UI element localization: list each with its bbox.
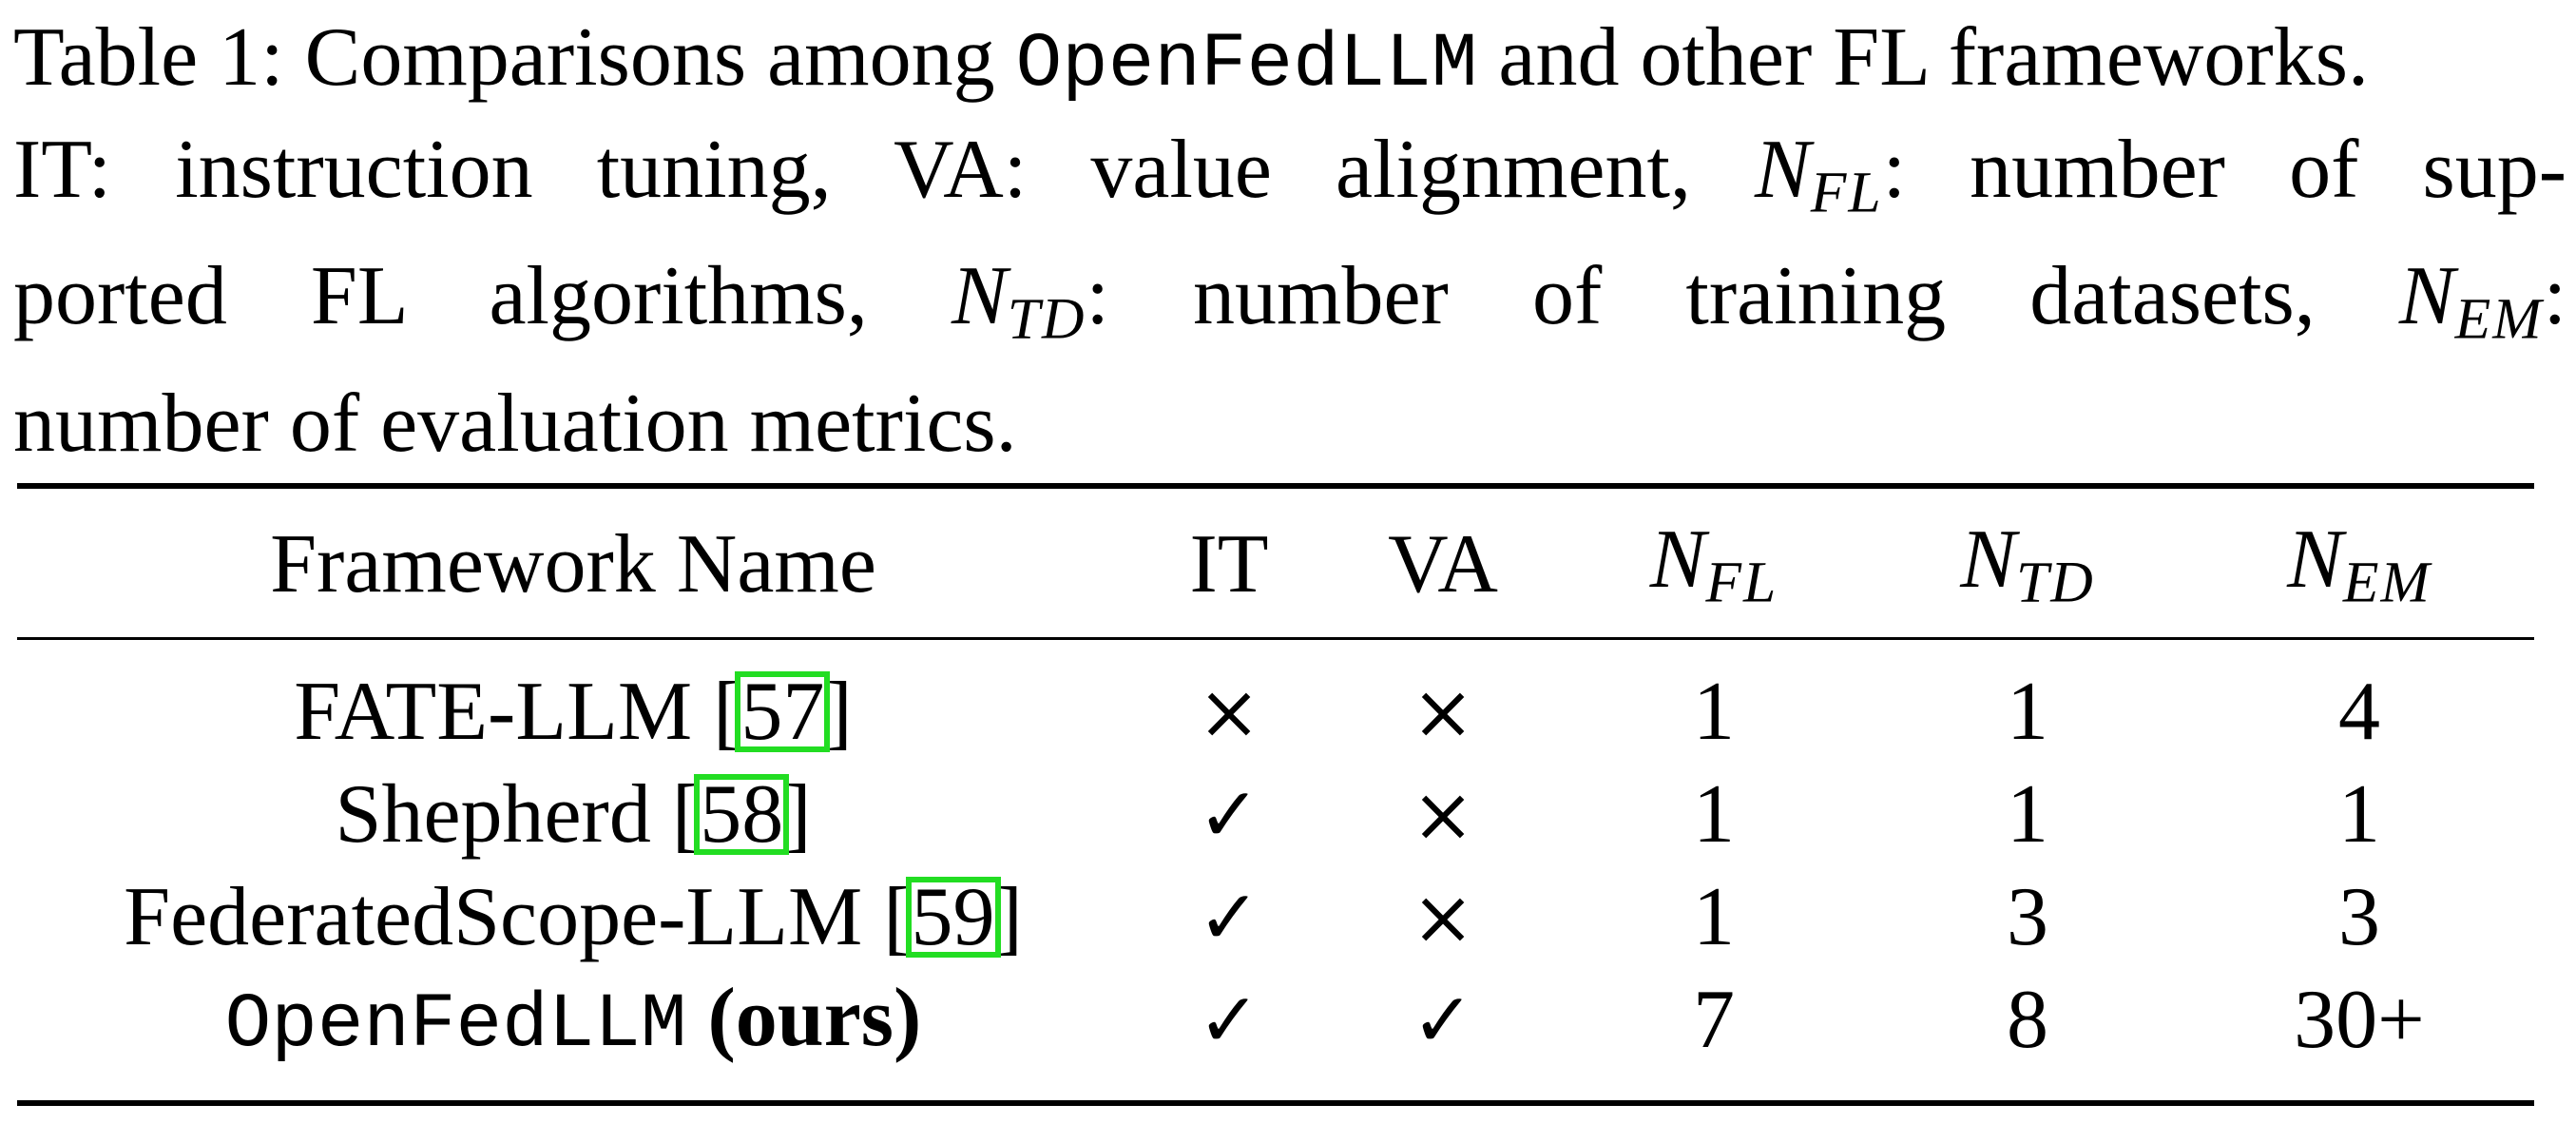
framework-name-cell: FATE-LLM [57] xyxy=(294,664,853,760)
table-caption: Table 1: Comparisons among OpenFedLLM an… xyxy=(13,6,2566,476)
math-symbol-n: N xyxy=(1755,124,1811,216)
ntd-cell: 8 xyxy=(2007,973,2048,1066)
math-subscript: EM xyxy=(2454,286,2544,352)
caption-text: IT: instruction tuning, VA: value alignm… xyxy=(13,124,1691,216)
math-subscript: FL xyxy=(1810,160,1883,225)
table-top-rule xyxy=(17,483,2534,489)
math-symbol-n: N xyxy=(1960,513,2016,606)
citation-link[interactable]: 58 xyxy=(694,766,790,862)
table-header-row: Framework Name IT VA NFL NTD NEM xyxy=(17,506,2534,622)
caption-line-2: IT: instruction tuning, VA: value alignm… xyxy=(13,118,2566,244)
header-it: IT xyxy=(1189,517,1269,610)
caption-line-1: Table 1: Comparisons among OpenFedLLM an… xyxy=(13,6,2566,118)
framework-name: FederatedScope-LLM xyxy=(124,870,863,963)
va-cell: × xyxy=(1411,667,1475,756)
framework-name-cell: OpenFedLLM (ours) xyxy=(17,968,1129,1071)
nem-cell: 3 xyxy=(2338,870,2380,963)
caption-line-4: number of evaluation metrics. xyxy=(13,377,1017,470)
framework-name: FATE-LLM xyxy=(294,665,693,758)
header-n-em: NEM xyxy=(2184,506,2534,622)
header-framework-name: Framework Name xyxy=(270,517,876,610)
caption-text: : number of sup- xyxy=(1882,124,2567,216)
math-symbol-n: N xyxy=(1649,513,1706,606)
ntd-cell: 3 xyxy=(2007,870,2048,963)
caption-table-label: Table 1: xyxy=(13,11,284,104)
caption-text: ported FL algorithms, xyxy=(13,250,868,343)
citation-highlight-box xyxy=(905,876,1001,958)
math-symbol-n: N xyxy=(2398,250,2455,343)
va-cell: ✓ xyxy=(1411,975,1475,1064)
citation-link[interactable]: 57 xyxy=(735,664,831,760)
table-row: FederatedScope-LLM [59] ✓ × 1 3 3 xyxy=(17,865,2534,968)
nem-cell: 4 xyxy=(2338,665,2380,758)
ntd-cell: 1 xyxy=(2007,665,2048,758)
va-cell: × xyxy=(1411,769,1475,859)
table-row: OpenFedLLM (ours) ✓ ✓ 7 8 30+ xyxy=(17,968,2534,1071)
header-n-td: NTD xyxy=(1871,506,2184,622)
framework-name: OpenFedLLM xyxy=(224,982,687,1069)
nem-cell: 30+ xyxy=(2294,973,2425,1066)
caption-text: : xyxy=(2543,250,2567,343)
table-row: FATE-LLM [57] × × 1 1 4 xyxy=(17,622,2534,763)
framework-name-cell: Shepherd [58] xyxy=(335,766,812,862)
va-cell: × xyxy=(1411,872,1475,961)
it-cell: ✓ xyxy=(1197,975,1261,1064)
citation-number[interactable]: 57 xyxy=(740,665,825,758)
citation-number[interactable]: 58 xyxy=(700,767,784,861)
nem-cell: 1 xyxy=(2338,767,2380,861)
it-cell: ✓ xyxy=(1197,769,1261,859)
table-bottom-rule xyxy=(17,1100,2534,1106)
caption-text: and other FL frameworks. xyxy=(1498,11,2369,104)
math-symbol-n: N xyxy=(2287,513,2343,606)
math-subscript: TD xyxy=(1007,286,1086,352)
comparison-table: Framework Name IT VA NFL NTD NEM FATE-LL… xyxy=(17,506,2534,1071)
caption-text: : number of training datasets, xyxy=(1086,250,2316,343)
table-mid-rule xyxy=(17,637,2534,640)
it-cell: × xyxy=(1197,667,1261,756)
table-row: Shepherd [58] ✓ × 1 1 1 xyxy=(17,763,2534,865)
caption-text: Comparisons among xyxy=(304,11,995,104)
math-subscript: EM xyxy=(2342,550,2432,615)
citation-highlight-box xyxy=(735,670,831,752)
ours-label: (ours) xyxy=(707,972,922,1064)
nfl-cell: 7 xyxy=(1693,973,1735,1066)
it-cell: ✓ xyxy=(1197,872,1261,961)
caption-framework-name: OpenFedLLM xyxy=(1015,22,1478,108)
math-subscript: FL xyxy=(1705,550,1778,615)
math-symbol-n: N xyxy=(952,250,1008,343)
caption-line-3: ported FL algorithms, NTD: number of tra… xyxy=(13,244,2566,371)
citation-highlight-box xyxy=(694,773,790,855)
nfl-cell: 1 xyxy=(1693,870,1735,963)
nfl-cell: 1 xyxy=(1693,665,1735,758)
framework-name: Shepherd xyxy=(335,767,651,861)
header-n-fl: NFL xyxy=(1557,506,1871,622)
citation-link[interactable]: 59 xyxy=(905,869,1001,965)
nfl-cell: 1 xyxy=(1693,767,1735,861)
citation-number[interactable]: 59 xyxy=(911,870,995,963)
framework-name-cell: FederatedScope-LLM [59] xyxy=(124,869,1023,965)
ntd-cell: 1 xyxy=(2007,767,2048,861)
math-subscript: TD xyxy=(2015,550,2095,615)
header-va: VA xyxy=(1388,517,1498,610)
